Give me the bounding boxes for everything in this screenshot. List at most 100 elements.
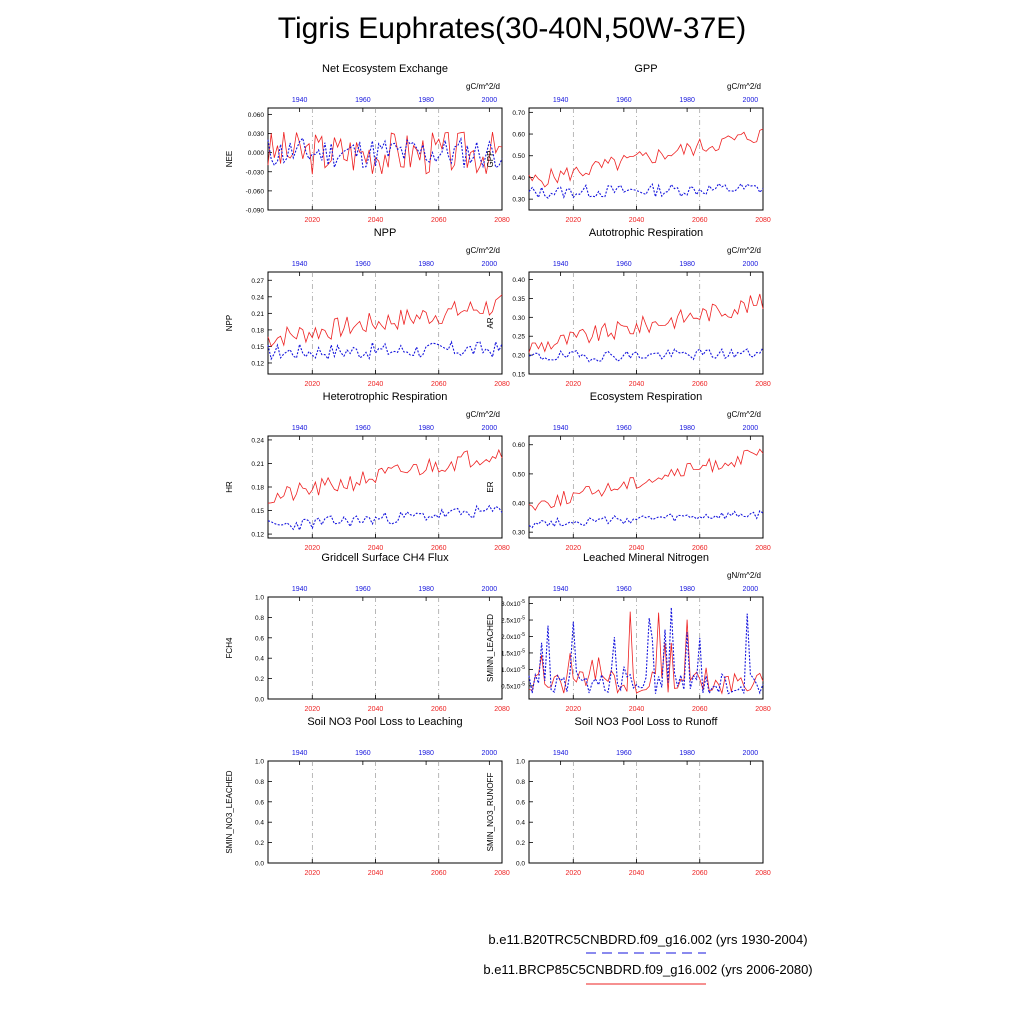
ar-ylabel-0: 0.40 (512, 277, 525, 284)
fch4-ylabel-5: 0.0 (255, 697, 264, 704)
npp-ylabel-2: 0.21 (251, 311, 264, 318)
nee-ylabel-0: 0.060 (248, 112, 265, 119)
npp-units: gC/m^2/d (466, 246, 500, 255)
ar-tlabel-1960: 1960 (616, 261, 632, 268)
er-frame (528, 435, 764, 539)
no3runoff-tlabel-1940: 1940 (553, 750, 569, 757)
gpp-series-hist (528, 182, 764, 199)
gpp-title: GPP (634, 63, 657, 75)
hr-ylabel-3: 0.15 (251, 508, 264, 515)
er-series-hist (528, 509, 764, 529)
ar-tlabel-2000: 2000 (743, 261, 759, 268)
ar-ylabel-5: 0.15 (512, 372, 525, 379)
ar-xlabel-2060: 2060 (692, 381, 708, 388)
gpp-xlabel-2080: 2080 (755, 217, 771, 224)
ar-ylabel-2: 0.30 (512, 315, 525, 322)
fch4-ylabel-1: 0.8 (255, 615, 264, 622)
npp-series-future (267, 294, 503, 347)
npp-series-hist (267, 339, 503, 361)
no3leach-tlabel-1940: 1940 (292, 750, 308, 757)
hr-xlabel-2080: 2080 (494, 545, 510, 552)
hr-ylabel-0: 0.24 (251, 437, 264, 444)
sminn-ylabel-2: 2.0x10-5 (501, 632, 525, 641)
hr-xlabel-2040: 2040 (368, 545, 384, 552)
er-title: Ecosystem Respiration (590, 391, 703, 403)
gpp-units: gC/m^2/d (727, 82, 761, 91)
sminn-tlabel-1960: 1960 (616, 586, 632, 593)
no3runoff-xlabel-2040: 2040 (629, 870, 645, 877)
nee-frame (267, 107, 503, 211)
ar-title: Autotrophic Respiration (589, 227, 703, 239)
no3leach-tlabel-1980: 1980 (418, 750, 434, 757)
npp-ylabel-0: 0.27 (251, 278, 264, 285)
gpp-tlabel-1980: 1980 (679, 97, 695, 104)
ar-ylabel-4: 0.20 (512, 353, 525, 360)
legend-hist-swatch (586, 952, 706, 954)
er-units: gC/m^2/d (727, 410, 761, 419)
hr-ylabel-2: 0.18 (251, 485, 264, 492)
no3runoff-title: Soil NO3 Pool Loss to Runoff (575, 716, 719, 728)
ar-units: gC/m^2/d (727, 246, 761, 255)
legend-future-label: b.e11.BRCP85C5CNBDRD.f09_g16.002 (yrs 20… (483, 962, 813, 977)
nee-ylabel-3: -0.030 (246, 169, 265, 176)
ar-xlabel-2020: 2020 (565, 381, 581, 388)
fch4-ylabel-2: 0.6 (255, 635, 264, 642)
fch4-yaxis-label: FCH4 (225, 637, 234, 658)
er-xlabel-2040: 2040 (629, 545, 645, 552)
ar-series-future (528, 293, 764, 353)
hr-yaxis-label: HR (225, 481, 234, 493)
ar-tlabel-1980: 1980 (679, 261, 695, 268)
npp-xlabel-2020: 2020 (304, 381, 320, 388)
sminn-series-future (528, 611, 764, 695)
no3leach-ylabel-5: 0.0 (255, 861, 264, 868)
er-series-future (528, 448, 764, 511)
er-tlabel-1960: 1960 (616, 425, 632, 432)
ar-xlabel-2080: 2080 (755, 381, 771, 388)
sminn-ylabel-5: 0.5x10-5 (501, 681, 525, 690)
hr-xlabel-2020: 2020 (304, 545, 320, 552)
er-ylabel-3: 0.30 (512, 530, 525, 537)
gpp-series-future (528, 128, 764, 188)
er-xlabel-2060: 2060 (692, 545, 708, 552)
no3leach-ylabel-2: 0.6 (255, 799, 264, 806)
no3runoff-ylabel-3: 0.4 (516, 820, 525, 827)
fch4-tlabel-1980: 1980 (418, 586, 434, 593)
sminn-tlabel-2000: 2000 (743, 586, 759, 593)
fch4-xlabel-2060: 2060 (431, 706, 447, 713)
er-xlabel-2020: 2020 (565, 545, 581, 552)
no3leach-ylabel-3: 0.4 (255, 820, 264, 827)
gpp-ylabel-1: 0.60 (512, 132, 525, 139)
hr-ylabel-1: 0.21 (251, 461, 264, 468)
no3runoff-xlabel-2020: 2020 (565, 870, 581, 877)
npp-title: NPP (374, 227, 397, 239)
hr-units: gC/m^2/d (466, 410, 500, 419)
no3leach-title: Soil NO3 Pool Loss to Leaching (307, 716, 462, 728)
hr-xlabel-2060: 2060 (431, 545, 447, 552)
ar-yaxis-label: AR (486, 317, 495, 328)
gpp-tlabel-1960: 1960 (616, 97, 632, 104)
npp-xlabel-2080: 2080 (494, 381, 510, 388)
er-ylabel-2: 0.40 (512, 501, 525, 508)
no3runoff-xlabel-2080: 2080 (755, 870, 771, 877)
nee-series-hist (267, 136, 503, 169)
no3runoff-ylabel-2: 0.6 (516, 799, 525, 806)
nee-xlabel-2060: 2060 (431, 217, 447, 224)
gpp-yaxis-label: GPP (486, 151, 495, 168)
no3runoff-tlabel-1980: 1980 (679, 750, 695, 757)
no3leach-ylabel-1: 0.8 (255, 779, 264, 786)
no3leach-frame (267, 760, 503, 864)
sminn-yaxis-label: SMINN_LEACHED (486, 614, 495, 682)
npp-ylabel-5: 0.12 (251, 360, 264, 367)
sminn-units: gN/m^2/d (727, 571, 761, 580)
fch4-ylabel-4: 0.2 (255, 676, 264, 683)
gpp-tlabel-1940: 1940 (553, 97, 569, 104)
no3runoff-yaxis-label: SMIN_NO3_RUNOFF (486, 773, 495, 852)
hr-title: Heterotrophic Respiration (323, 391, 448, 403)
ar-tlabel-1940: 1940 (553, 261, 569, 268)
nee-xlabel-2080: 2080 (494, 217, 510, 224)
no3runoff-ylabel-1: 0.8 (516, 779, 525, 786)
no3runoff-tlabel-1960: 1960 (616, 750, 632, 757)
sminn-ylabel-4: 1.0x10-5 (501, 665, 525, 674)
npp-xlabel-2040: 2040 (368, 381, 384, 388)
